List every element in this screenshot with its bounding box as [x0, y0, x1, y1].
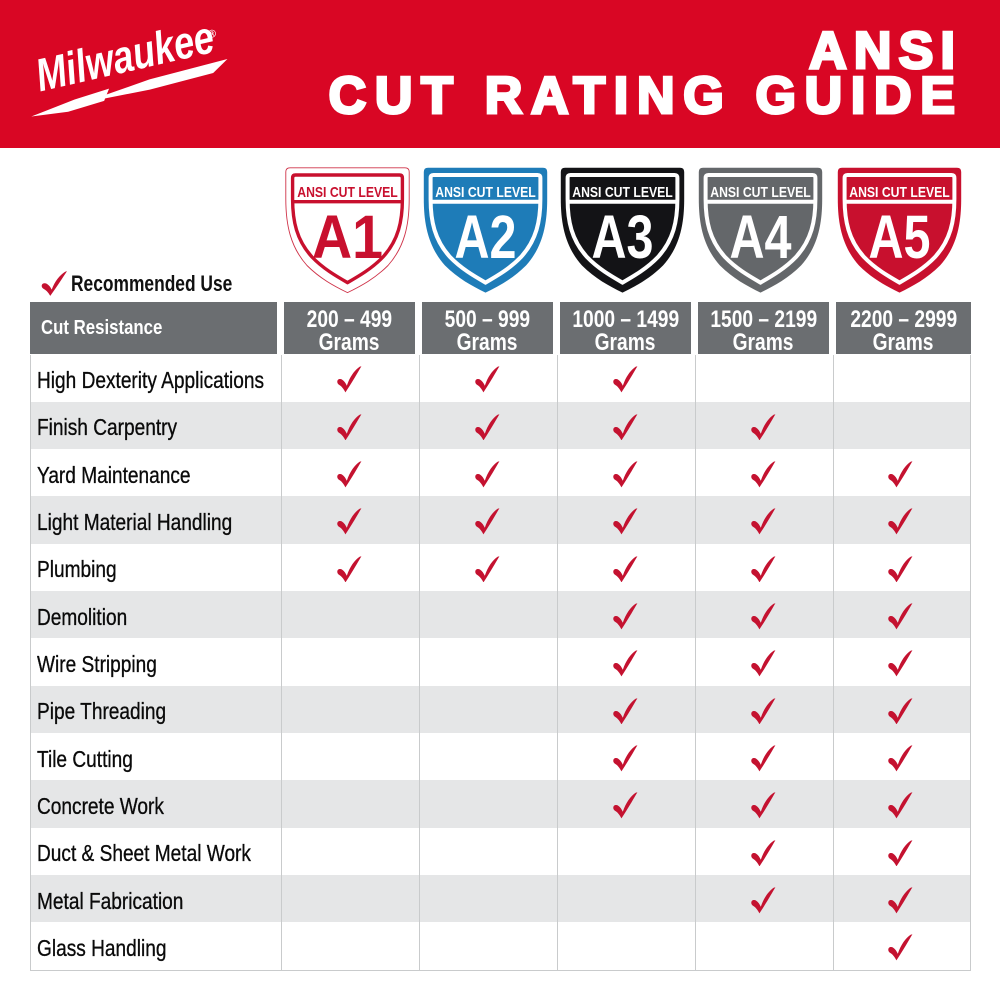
svg-text:ANSI CUT LEVEL: ANSI CUT LEVEL	[435, 184, 536, 201]
svg-text:ANSI CUT LEVEL: ANSI CUT LEVEL	[572, 184, 673, 201]
svg-text:ANSI CUT LEVEL: ANSI CUT LEVEL	[849, 184, 950, 201]
svg-text:ANSI CUT LEVEL: ANSI CUT LEVEL	[297, 184, 398, 201]
svg-text:A5: A5	[869, 203, 931, 271]
svg-text:A4: A4	[730, 203, 792, 271]
svg-text:®: ®	[207, 28, 218, 41]
svg-text:Milwaukee: Milwaukee	[31, 10, 219, 101]
svg-text:ANSI CUT LEVEL: ANSI CUT LEVEL	[710, 184, 811, 201]
svg-text:A3: A3	[592, 203, 654, 271]
svg-text:A2: A2	[455, 203, 517, 271]
svg-text:A1: A1	[312, 203, 383, 271]
